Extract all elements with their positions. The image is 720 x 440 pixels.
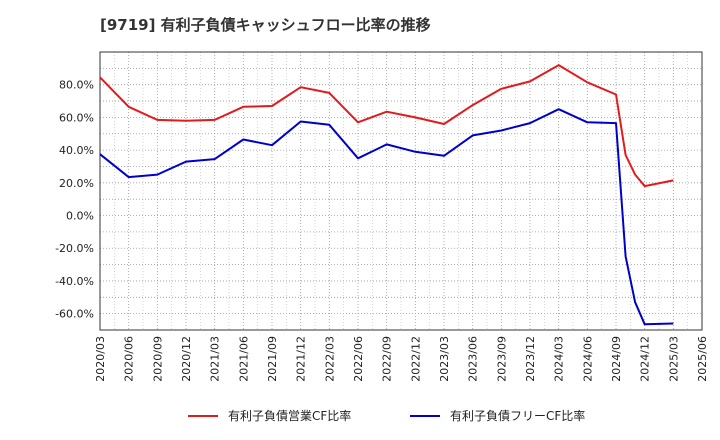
x-tick-label: 2020/12: [180, 336, 193, 382]
plot-frame: [99, 51, 703, 331]
legend: 有利子負債営業CF比率 有利子負債フリーCF比率: [188, 408, 585, 423]
x-tick-label: 2022/06: [352, 336, 365, 382]
x-tick-label: 2023/12: [524, 336, 537, 382]
grid-layer: [99, 52, 703, 330]
chart-title: [9719] 有利子負債キャッシュフロー比率の推移: [100, 16, 431, 34]
x-tick-label: 2025/06: [696, 336, 709, 382]
series-layer: [99, 64, 674, 326]
x-tick-label: 2023/09: [495, 336, 508, 382]
y-tick-label: 0.0%: [66, 210, 94, 223]
x-tick-label: 2022/09: [381, 336, 394, 382]
y-tick-label: -20.0%: [55, 242, 94, 255]
x-tick-label: 2024/06: [581, 336, 594, 382]
x-tick-label: 2021/03: [209, 336, 222, 382]
x-tick-label: 2024/12: [639, 336, 652, 382]
legend-label-1: 有利子負債営業CF比率: [228, 408, 351, 423]
x-tick-label: 2021/06: [237, 336, 250, 382]
x-tick-label: 2023/06: [467, 336, 480, 382]
x-tick-label: 2023/03: [438, 336, 451, 382]
x-tick-label: 2022/12: [409, 336, 422, 382]
y-tick-label: -60.0%: [55, 308, 94, 321]
legend-label-2: 有利子負債フリーCF比率: [450, 408, 585, 423]
x-tick-label: 2024/09: [610, 336, 623, 382]
x-tick-label: 2024/03: [553, 336, 566, 382]
axis-layer: 80.0% 60.0% 40.0% 20.0% 0.0% -20.0% -40.0% -60.…: [55, 51, 709, 382]
x-tick-label: 2025/03: [667, 336, 680, 382]
series-line-2: [99, 108, 674, 326]
x-tick-label: 2021/12: [295, 336, 308, 382]
y-tick-label: -40.0%: [55, 275, 94, 288]
x-tick-label: 2020/09: [151, 336, 164, 382]
y-tick-label: 80.0%: [59, 79, 94, 92]
y-tick-label: 60.0%: [59, 111, 94, 124]
x-tick-label: 2020/03: [94, 336, 107, 382]
series-line-1: [99, 64, 674, 188]
y-tick-label: 20.0%: [59, 177, 94, 190]
y-tick-label: 40.0%: [59, 144, 94, 157]
x-tick-label: 2021/09: [266, 336, 279, 382]
x-tick-label: 2020/06: [123, 336, 136, 382]
x-tick-label: 2022/03: [323, 336, 336, 382]
